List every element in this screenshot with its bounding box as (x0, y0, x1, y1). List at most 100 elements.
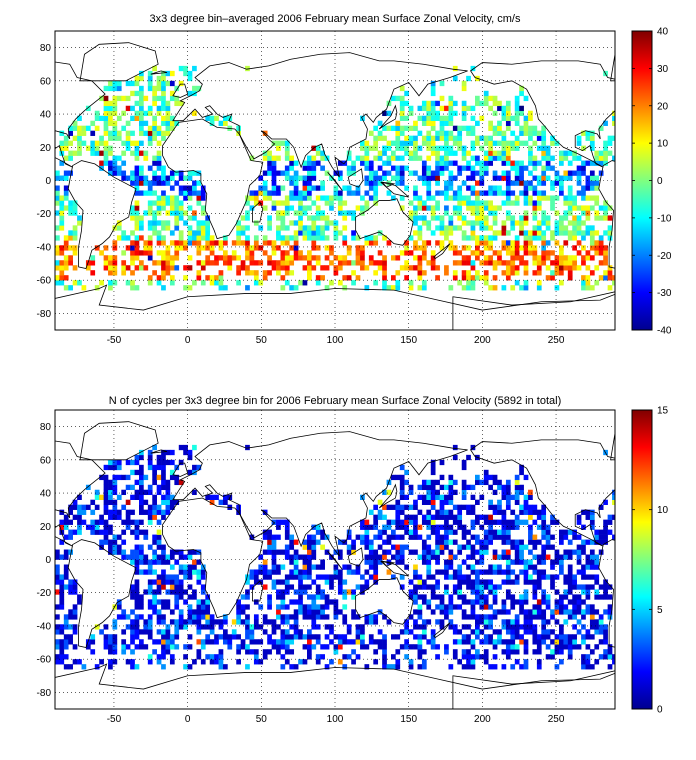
velocity-bin (536, 235, 542, 241)
velocity-bin (461, 195, 467, 201)
cycle-count-bin (262, 569, 268, 575)
cycle-count-bin (271, 544, 277, 550)
cycle-count-bin (307, 644, 312, 650)
velocity-bin (253, 270, 259, 276)
cycle-count-bin (519, 569, 524, 575)
cycle-count-bin (536, 614, 542, 620)
cycle-count-bin (200, 589, 206, 595)
cycle-count-bin (541, 554, 547, 560)
cycle-count-bin (466, 614, 471, 620)
y-tick-label: 60 (40, 455, 52, 466)
velocity-bin (161, 200, 166, 206)
velocity-bin (479, 275, 485, 281)
velocity-bin (567, 275, 573, 281)
cycle-count-bin (448, 664, 454, 670)
cycle-count-bin (391, 654, 396, 660)
velocity-bin (121, 160, 127, 166)
velocity-bin (205, 225, 211, 231)
cycle-count-bin (404, 479, 409, 486)
velocity-bin (196, 235, 202, 241)
velocity-bin (280, 260, 286, 266)
cycle-count-bin (262, 564, 268, 570)
velocity-bin (183, 190, 188, 196)
cycle-count-bin (528, 619, 533, 625)
cycle-count-bin (404, 654, 409, 660)
velocity-bin (514, 250, 520, 256)
velocity-bin (461, 80, 467, 87)
cycle-count-bin (417, 634, 423, 640)
velocity-bin (421, 135, 427, 141)
cycle-count-bin (293, 614, 299, 620)
velocity-bin (245, 195, 250, 201)
cycle-count-bin (501, 489, 507, 496)
cycle-count-bin (417, 609, 423, 615)
velocity-bin (391, 155, 396, 161)
cycle-count-bin (311, 594, 317, 600)
velocity-bin (598, 245, 604, 251)
cycle-count-bin (488, 569, 493, 575)
cycle-count-bin (183, 569, 188, 575)
velocity-bin (475, 135, 480, 141)
velocity-bin (55, 275, 60, 281)
velocity-bin (514, 110, 520, 117)
cycle-count-bin (413, 519, 418, 525)
velocity-bin (178, 235, 184, 241)
velocity-bin (430, 175, 436, 181)
velocity-bin (550, 260, 555, 266)
cycle-count-bin (307, 564, 312, 570)
cycle-count-bin (421, 494, 427, 500)
velocity-bin (218, 270, 224, 276)
cycle-count-bin (174, 464, 180, 471)
velocity-bin (483, 205, 489, 211)
cycle-count-bin (169, 644, 175, 650)
cycle-count-bin (439, 484, 445, 491)
cycle-count-bin (368, 574, 374, 580)
cycle-count-bin (395, 514, 401, 520)
cycle-count-bin (147, 454, 153, 461)
velocity-bin (368, 260, 374, 266)
velocity-bin (187, 170, 193, 176)
cycle-count-bin (399, 509, 405, 515)
velocity-bin (452, 100, 458, 107)
velocity-bin (461, 85, 467, 92)
velocity-bin (271, 190, 277, 196)
velocity-bin (156, 140, 162, 146)
cycle-count-bin (289, 544, 295, 550)
velocity-bin (417, 225, 423, 231)
velocity-bin (466, 260, 471, 266)
cycle-count-bin (342, 639, 348, 645)
cycle-count-bin (116, 509, 122, 515)
cycle-count-bin (603, 654, 608, 660)
velocity-bin (276, 190, 281, 196)
cycle-count-bin (364, 619, 370, 625)
velocity-bin (121, 270, 127, 276)
cycle-count-bin (466, 649, 471, 655)
cycle-count-bin (134, 559, 140, 565)
cycle-count-bin (271, 569, 277, 575)
cycle-count-bin (183, 664, 188, 670)
cycle-count-bin (510, 579, 516, 585)
velocity-bin (108, 260, 113, 266)
cycle-count-bin (576, 554, 582, 560)
velocity-bin (147, 125, 153, 131)
velocity-bin (315, 225, 321, 231)
velocity-bin (439, 155, 445, 161)
cycle-count-bin (249, 574, 255, 580)
velocity-bin (505, 210, 511, 216)
cycle-count-bin (536, 609, 542, 615)
cycle-count-bin (196, 559, 202, 565)
cycle-count-bin (284, 584, 290, 590)
velocity-bin (510, 160, 516, 166)
velocity-bin (479, 205, 485, 211)
velocity-bin (192, 240, 197, 246)
velocity-bin (125, 235, 131, 241)
cycle-count-bin (165, 579, 171, 585)
velocity-bin (55, 250, 60, 256)
velocity-bin (315, 210, 321, 216)
velocity-bin (258, 225, 264, 231)
cycle-count-bin (196, 579, 202, 585)
velocity-bin (178, 200, 184, 206)
cycle-count-bin (368, 539, 374, 545)
cycle-count-bin (417, 654, 423, 660)
velocity-bin (497, 205, 502, 211)
